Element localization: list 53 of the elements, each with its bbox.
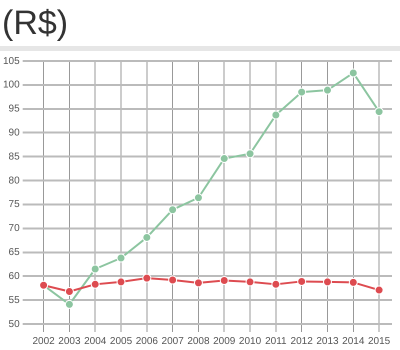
x-tick-label: 2012	[290, 336, 314, 347]
point	[194, 278, 203, 288]
x-tick-label: 2006	[136, 336, 158, 347]
y-tick-label: 100	[2, 80, 20, 91]
point	[271, 110, 280, 120]
point	[168, 205, 178, 214]
point	[194, 193, 203, 202]
point	[246, 277, 255, 286]
y-tick-label: 55	[8, 294, 20, 306]
point	[90, 280, 100, 289]
x-tick-label: 2013	[316, 336, 340, 347]
point	[220, 276, 229, 285]
point	[374, 107, 384, 116]
y-tick-label: 105	[2, 56, 20, 67]
x-tick-label: 2002	[32, 336, 56, 347]
x-tick-label: 2007	[162, 336, 184, 347]
x-tick-label: 2010	[238, 336, 262, 347]
point	[142, 274, 152, 283]
point	[64, 286, 74, 296]
y-tick-label: 65	[8, 247, 20, 258]
point	[168, 276, 178, 285]
chart-title: (R$)	[1, 3, 70, 44]
y-tick-label: 95	[8, 104, 20, 115]
point	[348, 68, 358, 78]
x-tick-label: 2003	[58, 336, 81, 347]
y-tick-label: 70	[8, 223, 20, 234]
x-tick-label: 2015	[368, 336, 391, 347]
y-tick-label: 60	[8, 270, 20, 282]
x-tick-label: 2011	[265, 336, 288, 347]
point	[297, 88, 306, 97]
y-tick-label: 75	[8, 199, 20, 210]
point	[271, 280, 280, 289]
x-tick-label: 2005	[110, 336, 133, 347]
y-tick-label: 50	[8, 318, 20, 330]
point	[297, 276, 306, 286]
point	[64, 300, 74, 309]
point	[322, 277, 332, 286]
point	[220, 154, 229, 164]
point	[374, 286, 384, 295]
x-tick-label: 2004	[84, 336, 107, 347]
x-tick-label: 2009	[213, 336, 236, 347]
point	[116, 277, 126, 286]
x-tick-label: 2014	[342, 336, 365, 347]
point	[246, 149, 255, 158]
x-tick-label: 2008	[187, 336, 210, 347]
point	[90, 264, 100, 274]
y-tick-label: 80	[8, 175, 20, 186]
point	[116, 254, 126, 263]
y-tick-label: 90	[8, 127, 20, 138]
y-tick-label: 85	[8, 151, 20, 162]
point	[348, 278, 358, 287]
point	[322, 86, 332, 95]
point	[142, 232, 152, 242]
